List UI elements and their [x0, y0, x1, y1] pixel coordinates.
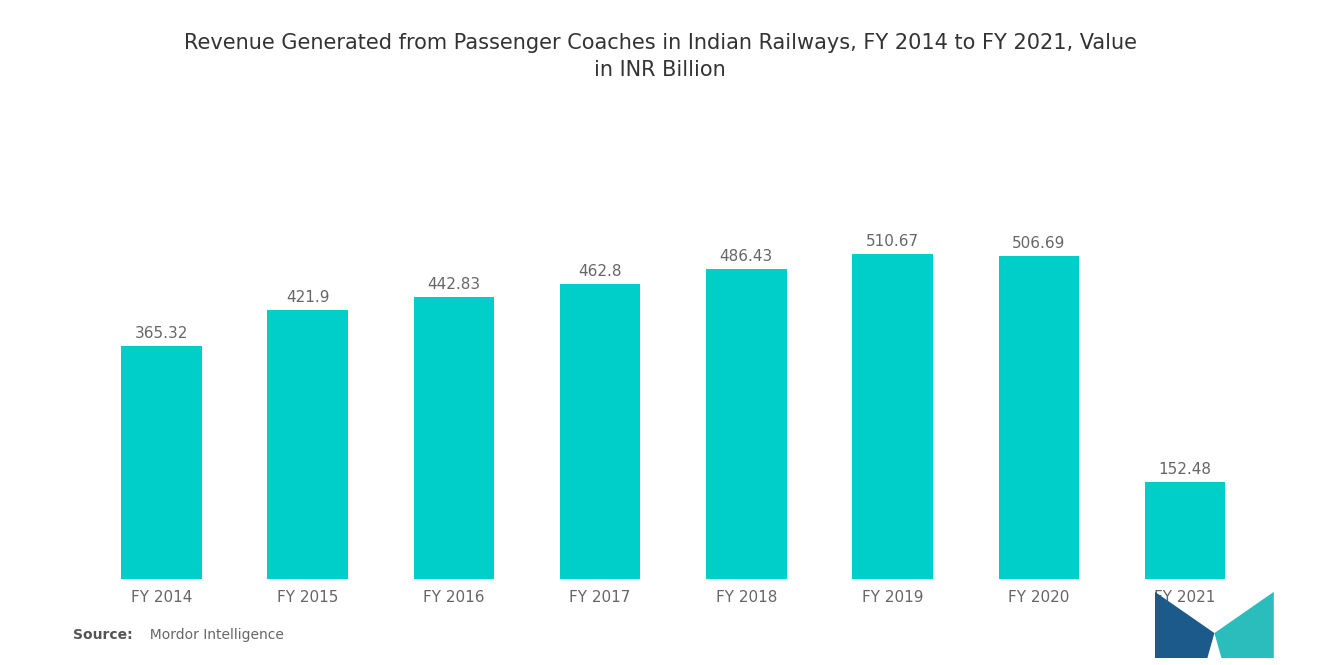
Text: 421.9: 421.9 — [286, 291, 330, 305]
Bar — [413, 297, 494, 579]
Text: Source:: Source: — [73, 628, 132, 642]
Text: 462.8: 462.8 — [578, 264, 622, 279]
Text: Revenue Generated from Passenger Coaches in Indian Railways, FY 2014 to FY 2021,: Revenue Generated from Passenger Coaches… — [183, 33, 1137, 80]
Bar — [560, 285, 640, 579]
Bar — [998, 257, 1078, 579]
Text: 365.32: 365.32 — [135, 327, 187, 341]
Bar — [706, 269, 787, 579]
Text: 506.69: 506.69 — [1012, 236, 1065, 251]
Text: 486.43: 486.43 — [719, 249, 774, 264]
Text: 152.48: 152.48 — [1159, 462, 1212, 477]
Bar — [268, 311, 348, 579]
Bar — [853, 254, 933, 579]
Bar — [121, 346, 202, 579]
Text: 510.67: 510.67 — [866, 234, 919, 249]
Text: 442.83: 442.83 — [428, 277, 480, 292]
Bar — [1144, 481, 1225, 579]
Text: Mordor Intelligence: Mordor Intelligence — [141, 628, 284, 642]
